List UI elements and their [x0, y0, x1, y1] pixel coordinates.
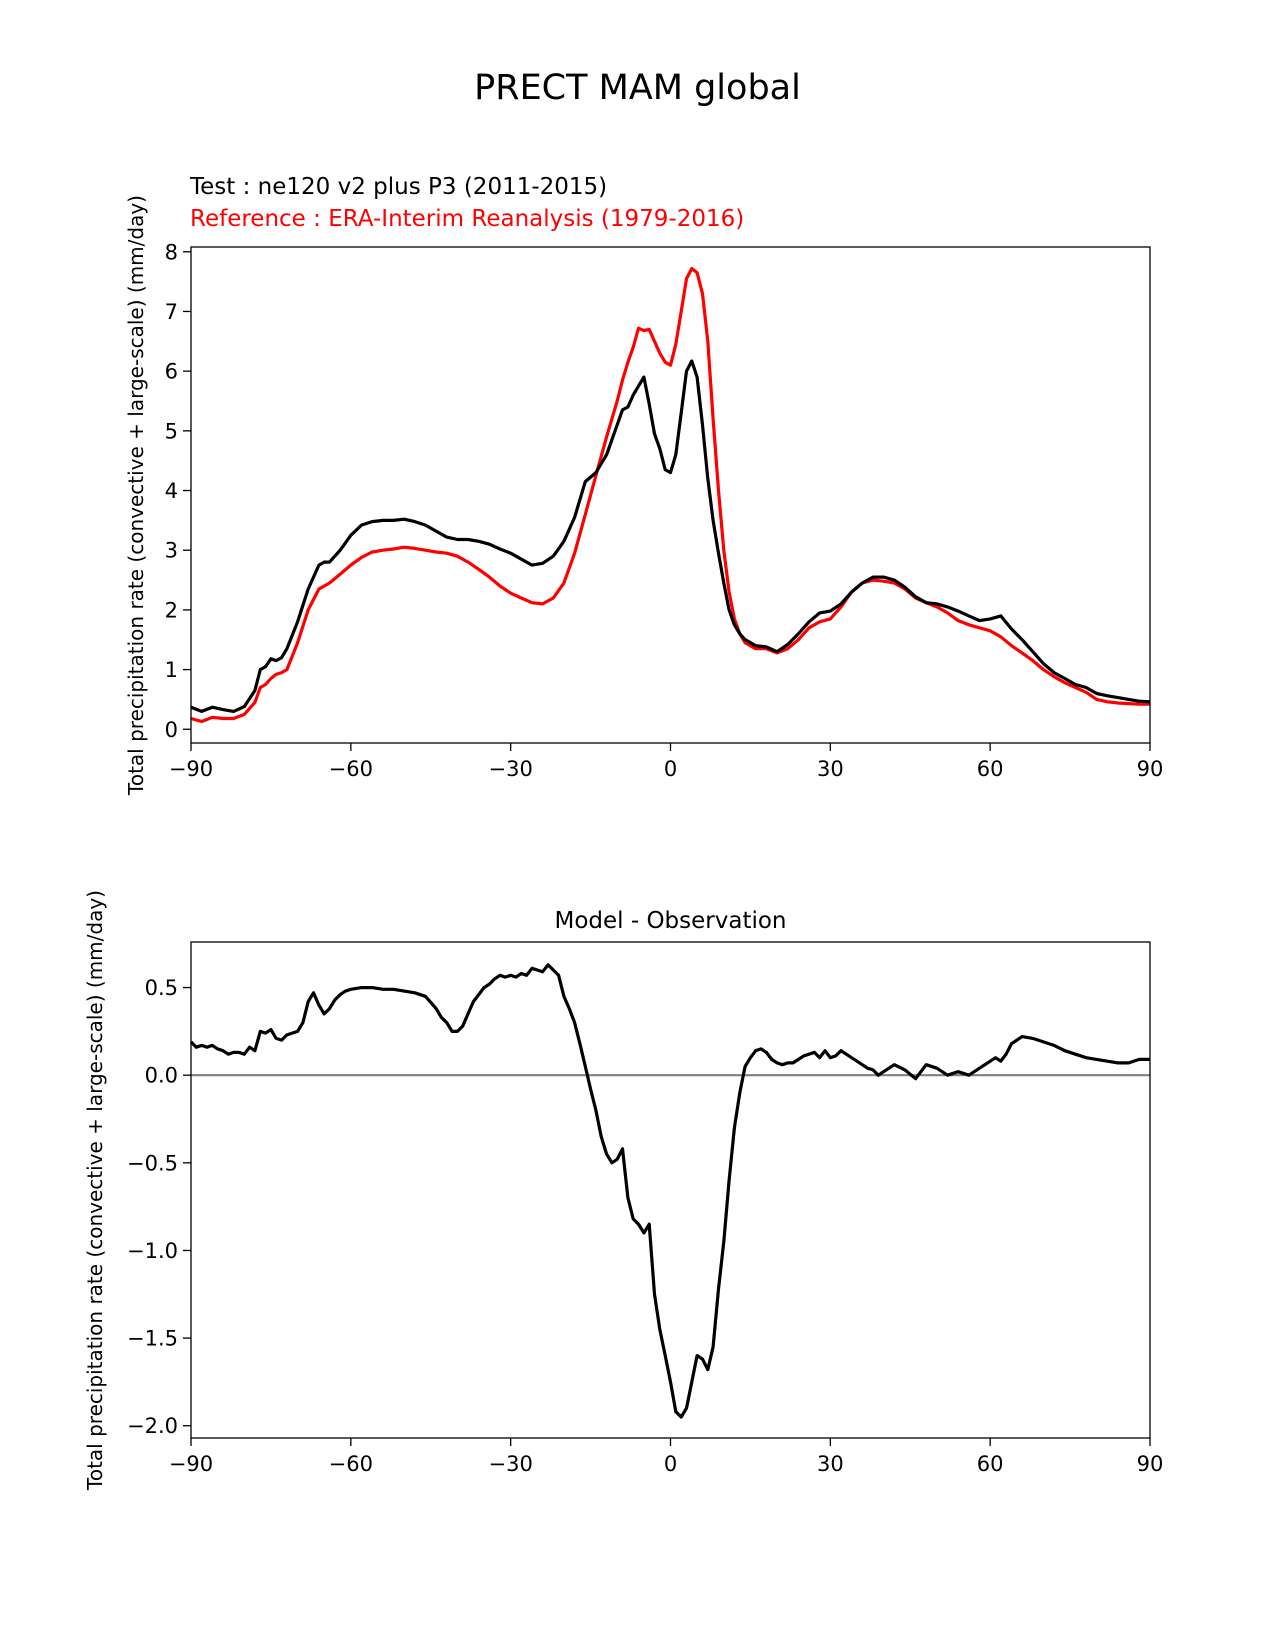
y-tick-label: 3 [165, 539, 178, 563]
reference-series-line [190, 266, 1150, 724]
y-tick-label: 4 [165, 479, 178, 503]
y-axis-label: Total precipitation rate (convective + l… [83, 890, 107, 1491]
x-tick-label: 30 [817, 757, 844, 781]
top-panel: −90 −60 −30 0 30 60 90 0 1 2 3 4 5 6 7 8 Total precipita… [124, 195, 1163, 796]
y-tick-label: −1.5 [127, 1327, 178, 1351]
y-axis-label: Total precipitation rate (convective + l… [124, 195, 148, 796]
y-tick-label: 8 [165, 240, 178, 264]
test-series-line [190, 359, 1151, 714]
x-tick-label: 0 [664, 757, 677, 781]
x-tick-label: −30 [489, 1452, 533, 1476]
panel-title: Model - Observation [554, 908, 786, 934]
x-tick-label: 60 [977, 757, 1004, 781]
y-tick-label: 1 [165, 658, 178, 682]
y-tick-label: 2 [165, 598, 178, 622]
y-tick-label: −1.0 [127, 1239, 178, 1263]
difference-panel: −90 −60 −30 0 30 60 90 0.5 0.0 −0.5 −1.0 −1.5 −2.0 To… [83, 890, 1163, 1491]
y-tick-label: 5 [165, 419, 178, 443]
y-tick-label: 0.0 [145, 1064, 178, 1088]
x-tick-label: −60 [329, 1452, 373, 1476]
plot-frame [190, 246, 1151, 744]
x-tick-label: 30 [817, 1452, 844, 1476]
x-tick-label: −90 [169, 757, 213, 781]
x-tick-label: −60 [329, 757, 373, 781]
x-tick-label: −30 [489, 757, 533, 781]
test-legend-label: Test : ne120 v2 plus P3 (2011-2015) [190, 174, 608, 200]
x-tick-label: 0 [664, 1452, 677, 1476]
x-tick-label: −90 [169, 1452, 213, 1476]
y-tick-label: −2.0 [127, 1414, 178, 1438]
y-tick-label: 0.5 [145, 976, 178, 1000]
difference-series-line [189, 963, 1150, 1419]
reference-legend-label: Reference : ERA-Interim Reanalysis (1979… [190, 206, 745, 232]
x-tick-label: 90 [1137, 757, 1164, 781]
plot-frame [190, 941, 1151, 1439]
y-tick-label: 6 [165, 360, 178, 384]
y-tick-label: 0 [165, 718, 178, 742]
y-tick-label: −0.5 [127, 1151, 178, 1175]
x-tick-label: 60 [977, 1452, 1004, 1476]
x-tick-label: 90 [1137, 1452, 1164, 1476]
y-tick-label: 7 [165, 300, 178, 324]
figure-title: PRECT MAM global [474, 68, 801, 108]
